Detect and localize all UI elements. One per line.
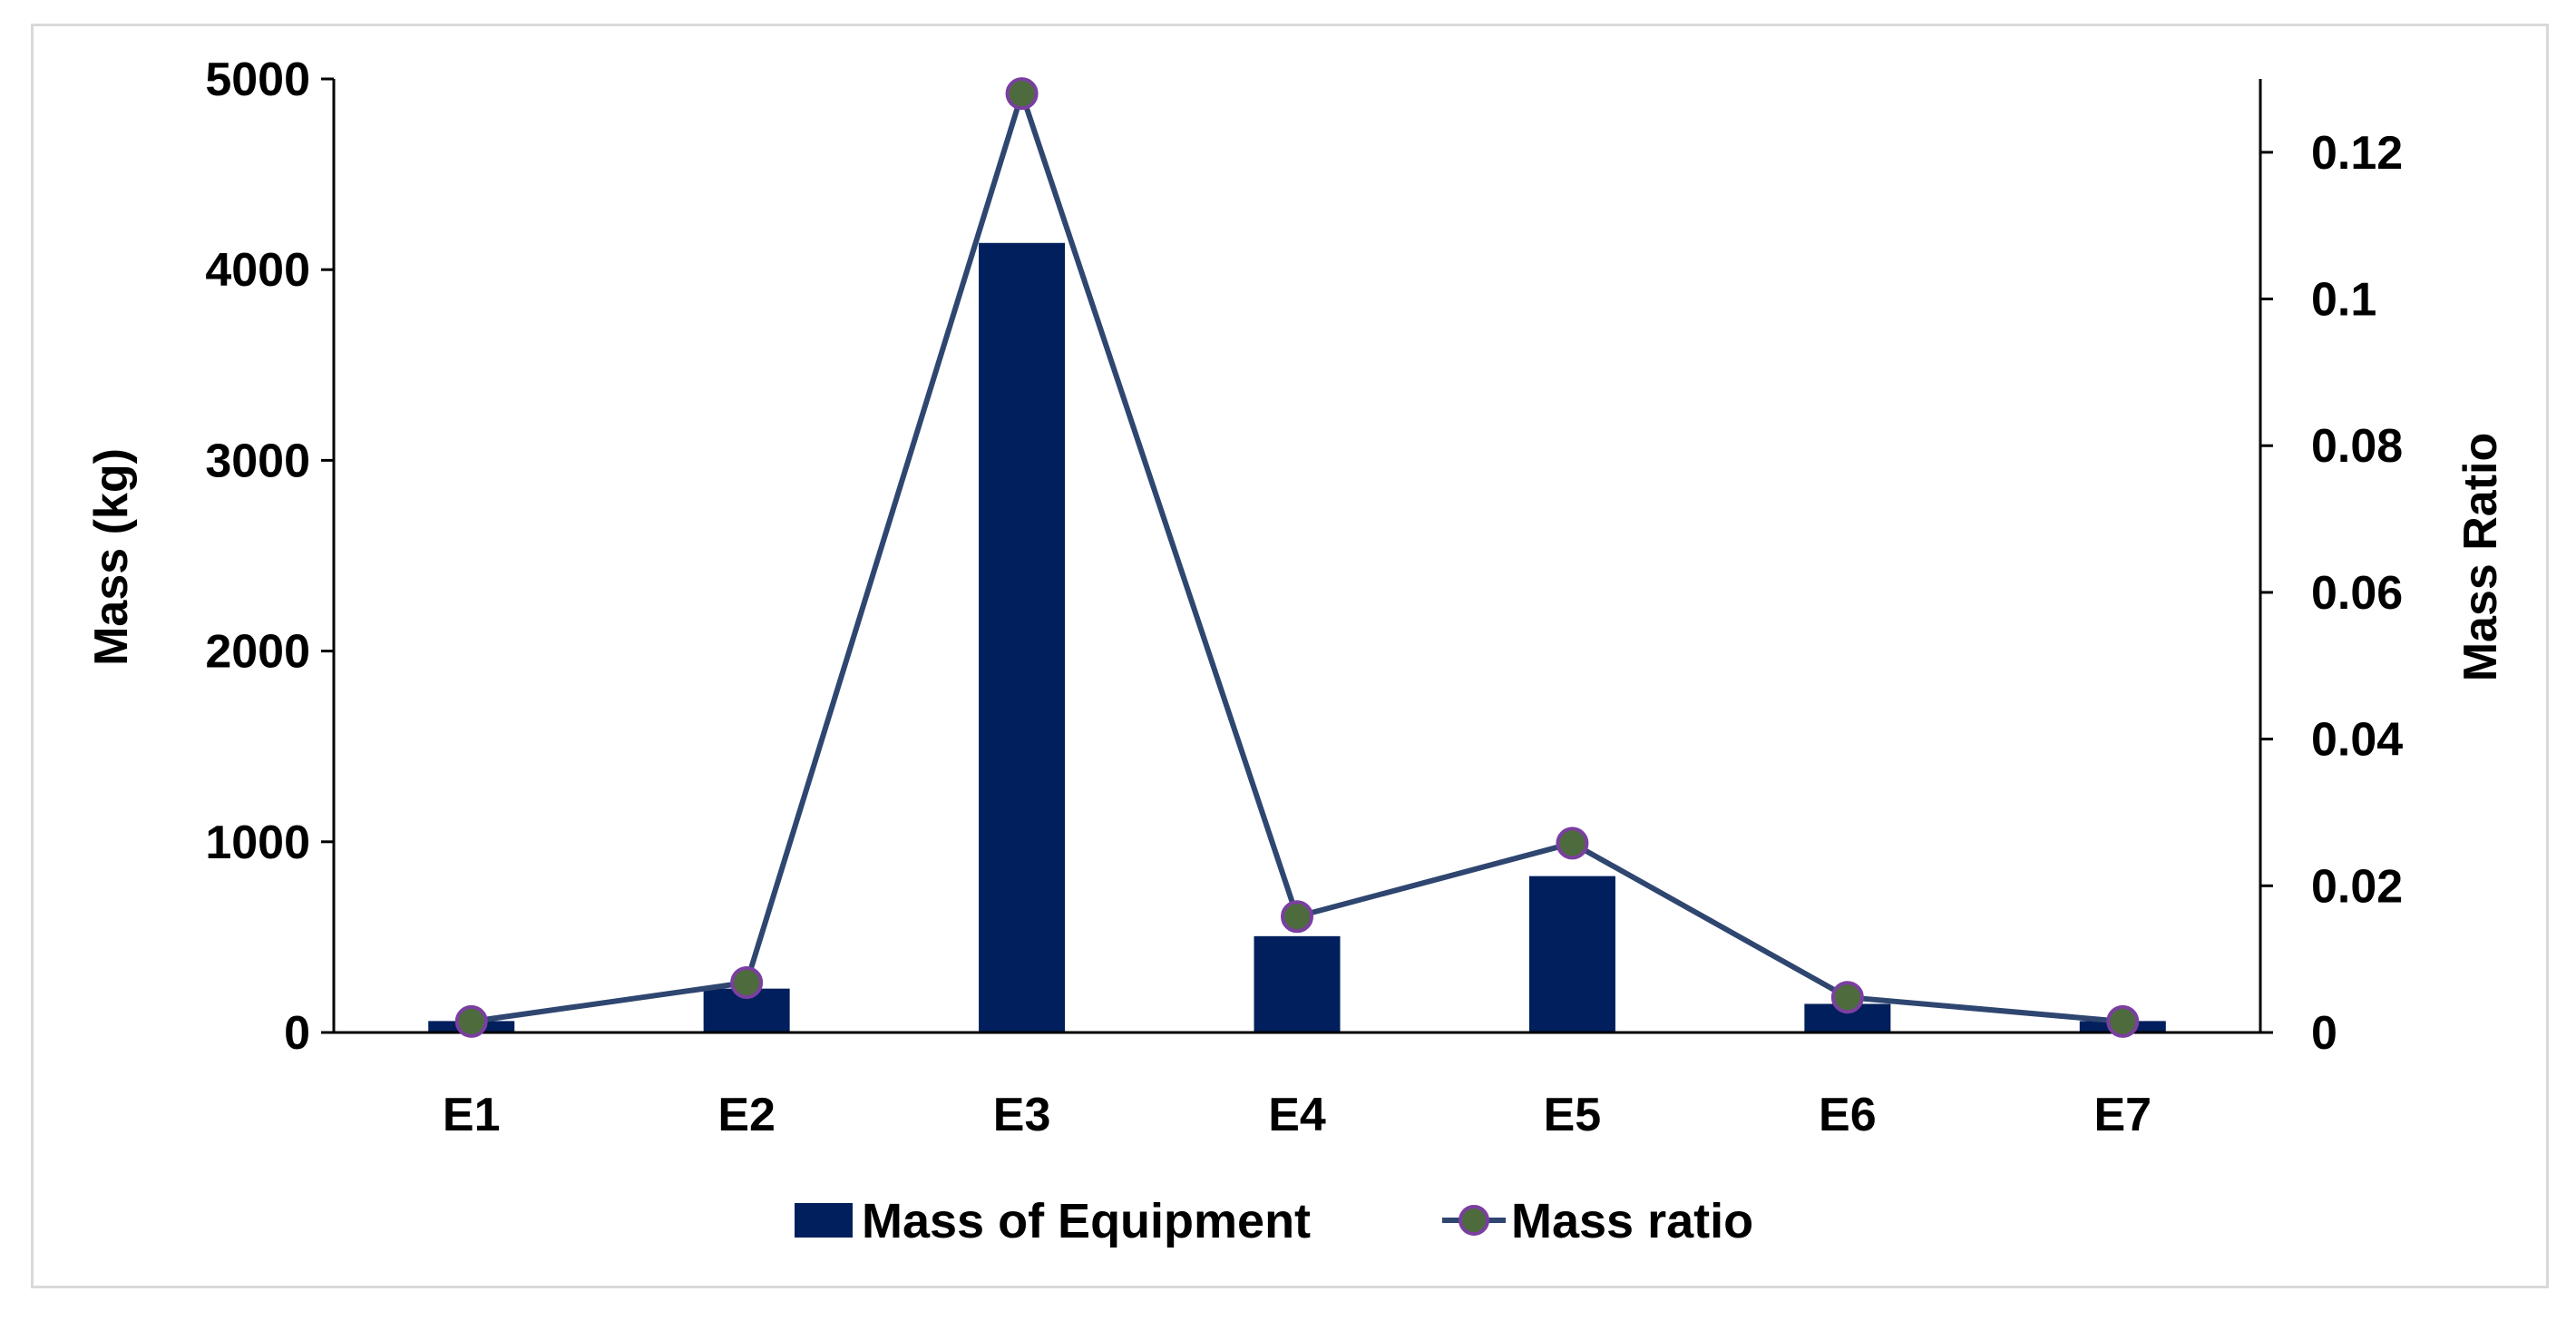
mass-ratio-point-e6 (1830, 981, 1864, 1014)
mass-ratio-point-e3 (1005, 77, 1039, 111)
legend-label-mass-of-equipment: Mass of Equipment (862, 1194, 1311, 1248)
legend: Mass of Equipment Mass ratio (795, 1194, 1753, 1248)
bar-e4 (1254, 935, 1341, 1032)
y-tick-label-0: 0 (284, 1007, 310, 1060)
x-tick-label-e2: E2 (717, 1089, 776, 1141)
bars-layer (428, 242, 2166, 1033)
y-tick-label-5000: 5000 (205, 54, 310, 106)
y-tick-label-2000: 2000 (205, 626, 310, 679)
y-axis-title: Mass (kg) (85, 448, 138, 666)
bar-e3 (979, 242, 1066, 1033)
x-tick-label-e4: E4 (1268, 1089, 1326, 1141)
line-layer (454, 77, 2140, 1038)
bar-e5 (1528, 876, 1615, 1032)
y2-tick-label-0.02: 0.02 (2311, 860, 2403, 913)
y2-tick-label-0.1: 0.1 (2311, 274, 2376, 327)
mass-ratio-point-e4 (1281, 900, 1313, 934)
mass-ratio-point-e7 (2106, 1004, 2140, 1038)
x-tick-label-e1: E1 (443, 1089, 501, 1141)
x-tick-label-e5: E5 (1544, 1089, 1602, 1141)
x-tick-label-e3: E3 (993, 1089, 1051, 1141)
ticks-layer: 0 1000 2000 3000 4000 5000 0 0.02 0.04 0.06 0.08 0.… (205, 54, 2403, 1141)
legend-label-mass-ratio: Mass ratio (1511, 1194, 1753, 1248)
y2-tick-label-0.06: 0.06 (2311, 567, 2403, 620)
x-tick-label-e7: E7 (2093, 1089, 2152, 1141)
y2-tick-label-0.08: 0.08 (2311, 420, 2403, 473)
y-tick-label-3000: 3000 (205, 435, 310, 487)
y-tick-label-4000: 4000 (205, 244, 310, 297)
y-tick-label-1000: 1000 (205, 817, 310, 869)
mass-ratio-point-e1 (454, 1004, 488, 1038)
mass-ratio-point-e5 (1556, 827, 1589, 860)
legend-marker-mass-ratio (1459, 1205, 1489, 1236)
mass-ratio-line (471, 91, 2123, 1024)
y2-axis-title: Mass Ratio (2454, 433, 2507, 682)
x-tick-label-e6: E6 (1819, 1089, 1877, 1141)
y2-tick-label-0.04: 0.04 (2311, 714, 2403, 767)
y2-tick-label-0: 0 (2311, 1007, 2337, 1060)
y2-tick-label-0.12: 0.12 (2311, 127, 2403, 180)
chart-frame (31, 24, 2549, 1288)
mass-ratio-point-e2 (730, 966, 764, 1000)
axes-layer (321, 77, 2273, 1034)
legend-swatch-mass-of-equipment (795, 1203, 853, 1238)
